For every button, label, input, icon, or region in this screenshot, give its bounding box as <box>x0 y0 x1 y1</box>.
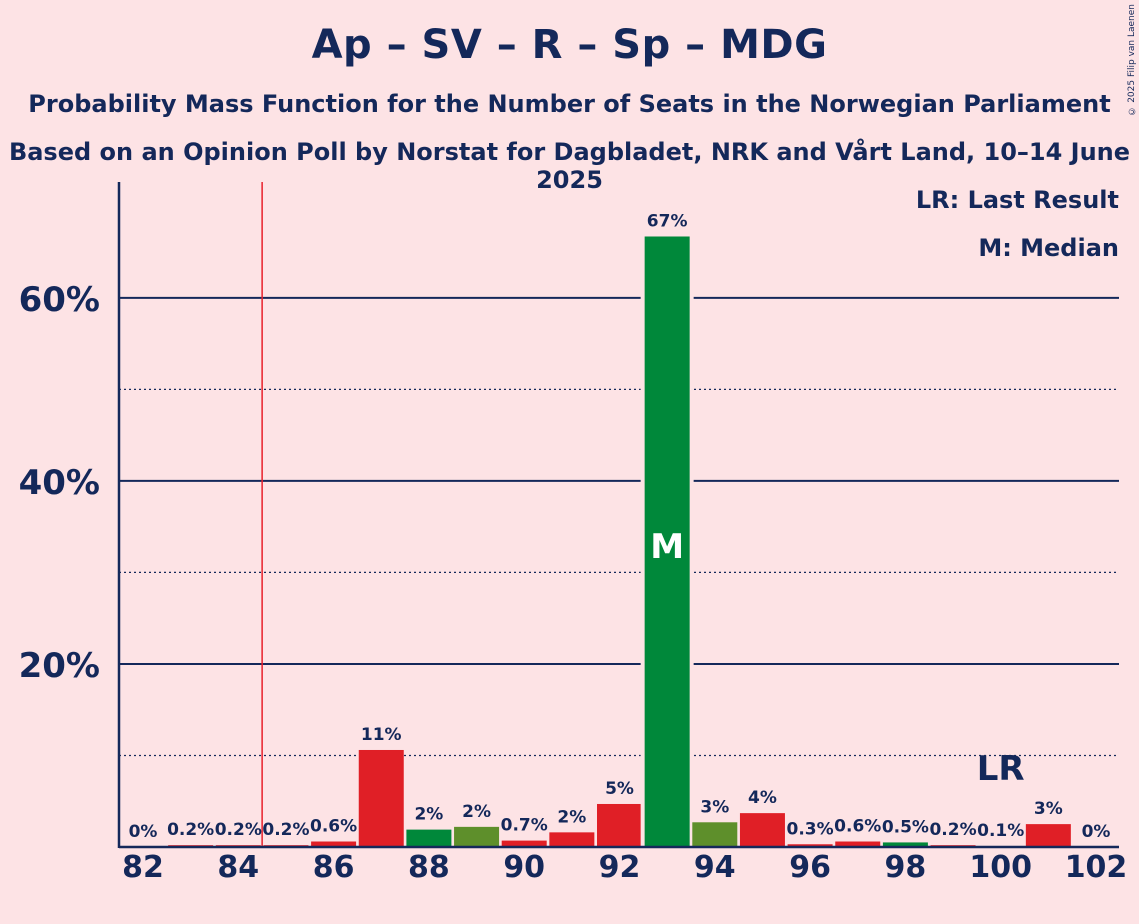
bar-value-label: 3% <box>700 797 729 817</box>
bar <box>882 842 928 847</box>
x-tick-label: 92 <box>599 850 641 885</box>
bar-value-label: 3% <box>1034 799 1063 819</box>
bar <box>644 236 690 848</box>
bar <box>835 841 881 847</box>
bar <box>1025 824 1071 847</box>
bar <box>549 832 595 847</box>
bar-value-label: 0% <box>129 822 158 842</box>
x-tick-label: 90 <box>503 850 545 885</box>
bar-value-label: 0% <box>1082 822 1111 842</box>
bar-value-label: 0.5% <box>882 817 929 837</box>
x-tick-label: 98 <box>885 850 927 885</box>
bar-value-label: 0.6% <box>834 817 881 837</box>
y-tick-label: 20% <box>19 646 100 686</box>
bar-value-label: 0.2% <box>215 820 262 840</box>
bar <box>787 844 833 847</box>
legend-last-result: LR: Last Result <box>915 186 1119 214</box>
bar-value-label: 4% <box>748 788 777 808</box>
x-tick-label: 102 <box>1065 850 1128 885</box>
bar-value-label: 0.3% <box>787 819 834 839</box>
x-tick-label: 86 <box>313 850 355 885</box>
x-tick-label: 88 <box>408 850 450 885</box>
bar-value-label: 0.2% <box>262 820 309 840</box>
last-result-marker: LR <box>977 749 1025 789</box>
bar-value-label: 5% <box>605 779 634 799</box>
chart-source-subtitle: Based on an Opinion Poll by Norstat for … <box>8 138 1131 194</box>
x-tick-label: 94 <box>694 850 736 885</box>
bar-value-label: 0.7% <box>501 816 548 836</box>
bar-value-label: 0.2% <box>167 820 214 840</box>
bar-value-label: 11% <box>361 725 402 745</box>
chart-subtitle: Probability Mass Function for the Number… <box>28 90 1111 118</box>
bar <box>597 803 642 847</box>
x-tick-label: 96 <box>789 850 831 885</box>
bar-value-label: 0.2% <box>929 820 976 840</box>
bar <box>454 826 500 847</box>
x-tick-label: 84 <box>217 850 259 885</box>
y-tick-label: 40% <box>19 463 100 503</box>
bar-value-label: 2% <box>557 807 586 827</box>
bar <box>311 841 357 847</box>
median-marker: M <box>650 527 684 567</box>
bar-value-label: 0.1% <box>977 821 1024 841</box>
chart-title: Ap – SV – R – Sp – MDG <box>311 22 828 68</box>
bar <box>692 822 738 847</box>
bar-value-label: 2% <box>414 805 443 825</box>
legend-median: M: Median <box>978 234 1119 262</box>
y-tick-label: 60% <box>19 280 100 320</box>
bar <box>739 813 785 847</box>
x-tick-label: 100 <box>969 850 1032 885</box>
x-tick-label: 82 <box>122 850 164 885</box>
bar-value-label: 2% <box>462 802 491 822</box>
bar <box>501 840 547 847</box>
bar <box>358 749 404 847</box>
bar <box>406 829 452 847</box>
bar-value-label: 67% <box>647 211 688 231</box>
bar-value-label: 0.6% <box>310 817 357 837</box>
